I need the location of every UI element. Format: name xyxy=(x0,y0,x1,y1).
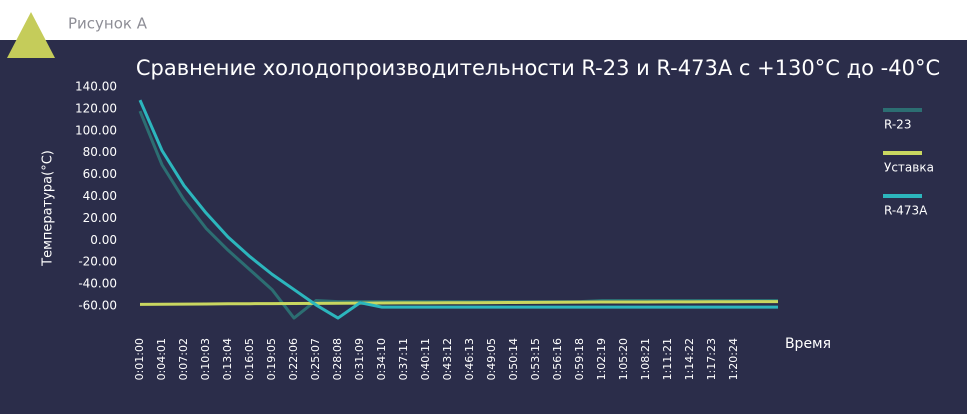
y-tick-label: 60.00 xyxy=(83,167,117,181)
x-tick-label: 0:25:07 xyxy=(309,338,322,380)
y-tick-label: 120.00 xyxy=(75,101,117,115)
x-tick-label: 0:43:12 xyxy=(441,338,454,380)
x-tick-label: 0:16:05 xyxy=(243,338,256,380)
header-band xyxy=(0,0,967,40)
x-tick-label: 0:07:02 xyxy=(177,338,190,380)
x-tick-label: 1:05:20 xyxy=(617,338,630,380)
x-tick-label: 0:28:08 xyxy=(331,338,344,380)
y-tick-label: 40.00 xyxy=(83,189,117,203)
legend-label: Уставка xyxy=(884,161,934,175)
x-tick-label: 0:40:11 xyxy=(419,338,432,380)
x-tick-label: 1:17:23 xyxy=(705,338,718,380)
y-tick-label: 100.00 xyxy=(75,123,117,137)
x-tick-label: 1:11:21 xyxy=(661,338,674,380)
x-tick-label: 0:31:09 xyxy=(353,338,366,380)
x-tick-label: 0:19:05 xyxy=(265,338,278,380)
series-line xyxy=(138,99,778,320)
y-tick-label: -40.00 xyxy=(78,277,117,291)
x-axis-label: Время xyxy=(785,336,831,352)
y-tick-label: 80.00 xyxy=(83,145,117,159)
series-line xyxy=(138,110,778,320)
x-tick-label: 0:34:10 xyxy=(375,338,388,380)
x-tick-label: 0:10:03 xyxy=(199,338,212,380)
x-tick-label: 0:04:01 xyxy=(155,338,168,380)
x-tick-label: 0:22:06 xyxy=(287,338,300,380)
y-tick-label: 140.00 xyxy=(75,80,117,94)
x-tick-label: 1:14:22 xyxy=(683,338,696,380)
header-label: Рисунок А xyxy=(68,15,148,33)
x-tick-label: 0:53:15 xyxy=(529,338,542,380)
y-tick-label: 0.00 xyxy=(90,233,117,247)
y-tick-label: -60.00 xyxy=(78,299,117,313)
x-tick-label: 0:46:13 xyxy=(463,338,476,380)
x-tick-label: 0:13:04 xyxy=(221,338,234,380)
legend-label: R-23 xyxy=(884,118,911,132)
x-tick-label: 1:02:19 xyxy=(595,338,608,380)
header-icon xyxy=(7,12,55,58)
chart-title: Сравнение холодопроизводительности R-23 … xyxy=(136,56,940,80)
legend-label: R-473A xyxy=(884,204,928,218)
series-line xyxy=(139,300,778,306)
x-tick-label: 1:08:21 xyxy=(639,338,652,380)
x-tick-label: 0:37:11 xyxy=(397,338,410,380)
x-tick-label: 0:56:16 xyxy=(551,338,564,380)
x-tick-label: 1:20:24 xyxy=(727,338,740,380)
x-tick-label: 0:49:05 xyxy=(485,338,498,380)
y-tick-label: 20.00 xyxy=(83,211,117,225)
x-tick-label: 0:50:14 xyxy=(507,338,520,380)
y-axis-label: Температура(°C) xyxy=(41,150,56,267)
x-tick-label: 0:01:00 xyxy=(133,338,146,380)
y-tick-label: -20.00 xyxy=(78,255,117,269)
x-tick-label: 0:59:18 xyxy=(573,338,586,380)
